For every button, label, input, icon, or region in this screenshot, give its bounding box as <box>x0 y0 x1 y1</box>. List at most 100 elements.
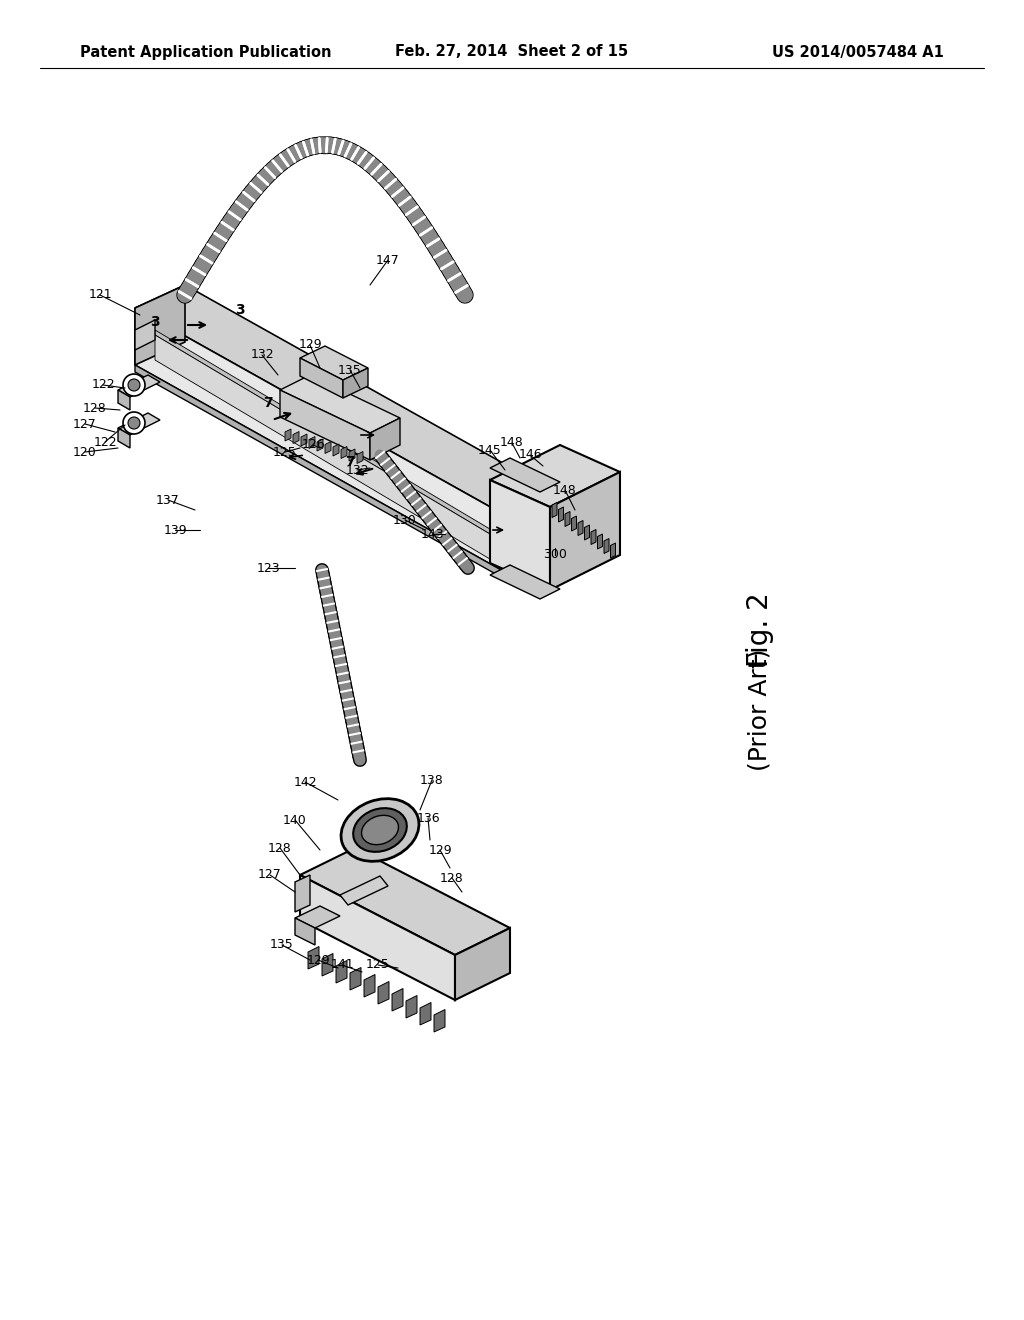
Text: 145: 145 <box>478 444 502 457</box>
Polygon shape <box>490 565 560 599</box>
Polygon shape <box>155 330 500 540</box>
Text: 126: 126 <box>301 438 325 451</box>
Text: 141: 141 <box>330 958 354 972</box>
Text: 128: 128 <box>440 871 464 884</box>
Text: 122: 122 <box>91 379 115 392</box>
Polygon shape <box>118 375 160 397</box>
Text: 122: 122 <box>93 436 117 449</box>
Text: 3: 3 <box>236 304 245 317</box>
Text: 132: 132 <box>250 348 273 362</box>
Text: Fig. 2: Fig. 2 <box>746 593 774 668</box>
Polygon shape <box>155 335 500 565</box>
Polygon shape <box>308 946 319 969</box>
Polygon shape <box>333 444 339 455</box>
Text: 120: 120 <box>73 446 97 458</box>
Polygon shape <box>300 358 343 399</box>
Text: 128: 128 <box>268 842 292 854</box>
Ellipse shape <box>123 412 145 434</box>
Polygon shape <box>135 319 155 350</box>
Text: 132: 132 <box>345 463 369 477</box>
Polygon shape <box>295 875 310 912</box>
Text: US 2014/0057484 A1: US 2014/0057484 A1 <box>772 45 944 59</box>
Polygon shape <box>285 429 291 441</box>
Text: 7: 7 <box>263 396 272 411</box>
Polygon shape <box>378 982 389 1005</box>
Polygon shape <box>293 432 299 444</box>
Text: 135: 135 <box>338 363 361 376</box>
Ellipse shape <box>341 799 419 862</box>
Polygon shape <box>349 449 355 461</box>
Polygon shape <box>434 1010 445 1032</box>
Polygon shape <box>317 440 323 451</box>
Text: 139: 139 <box>163 524 186 536</box>
Text: (Prior Art): (Prior Art) <box>748 649 772 771</box>
Polygon shape <box>340 876 388 906</box>
Polygon shape <box>357 451 362 463</box>
Text: 3: 3 <box>151 315 160 329</box>
Polygon shape <box>322 953 333 975</box>
Text: Feb. 27, 2014  Sheet 2 of 15: Feb. 27, 2014 Sheet 2 of 15 <box>395 45 629 59</box>
Text: Patent Application Publication: Patent Application Publication <box>80 45 332 59</box>
Text: 129: 129 <box>306 953 330 966</box>
Text: 138: 138 <box>420 774 443 787</box>
Polygon shape <box>610 543 615 558</box>
Polygon shape <box>350 968 361 990</box>
Text: 300: 300 <box>543 549 567 561</box>
Text: 135: 135 <box>270 939 294 952</box>
Polygon shape <box>295 906 340 928</box>
Polygon shape <box>300 875 455 1001</box>
Text: 129: 129 <box>428 843 452 857</box>
Text: 140: 140 <box>283 813 307 826</box>
Polygon shape <box>309 437 315 449</box>
Ellipse shape <box>353 808 407 851</box>
Polygon shape <box>295 917 315 945</box>
Ellipse shape <box>123 374 145 396</box>
Text: 143: 143 <box>420 528 443 540</box>
Polygon shape <box>490 445 620 507</box>
Polygon shape <box>300 847 510 954</box>
Text: 121: 121 <box>88 289 112 301</box>
Polygon shape <box>420 1002 431 1026</box>
Polygon shape <box>455 928 510 1001</box>
Polygon shape <box>343 368 368 399</box>
Polygon shape <box>558 507 563 521</box>
Ellipse shape <box>128 417 140 429</box>
Polygon shape <box>604 539 609 553</box>
Text: 123: 123 <box>256 561 280 574</box>
Polygon shape <box>490 480 550 590</box>
Text: 148: 148 <box>500 437 524 450</box>
Polygon shape <box>490 458 560 492</box>
Polygon shape <box>550 473 620 590</box>
Polygon shape <box>341 446 347 458</box>
Text: 146: 146 <box>518 449 542 462</box>
Polygon shape <box>591 529 596 544</box>
Text: 137: 137 <box>156 494 180 507</box>
Polygon shape <box>597 535 602 549</box>
Text: 142: 142 <box>293 776 316 788</box>
Text: 7: 7 <box>345 455 354 469</box>
Polygon shape <box>118 389 130 411</box>
Polygon shape <box>301 434 307 446</box>
Polygon shape <box>578 520 583 536</box>
Text: 128: 128 <box>83 401 106 414</box>
Polygon shape <box>552 503 557 517</box>
Text: 148: 148 <box>553 483 577 496</box>
Text: 125: 125 <box>273 446 297 458</box>
Polygon shape <box>585 525 590 540</box>
Text: 127: 127 <box>258 869 282 882</box>
Polygon shape <box>280 389 370 459</box>
Text: 129: 129 <box>298 338 322 351</box>
Polygon shape <box>280 375 400 433</box>
Polygon shape <box>510 495 560 576</box>
Polygon shape <box>370 418 400 459</box>
Polygon shape <box>336 961 347 983</box>
Polygon shape <box>325 441 331 454</box>
Polygon shape <box>392 989 403 1011</box>
Polygon shape <box>135 285 185 366</box>
Ellipse shape <box>361 816 398 845</box>
Text: 127: 127 <box>73 417 97 430</box>
Text: 130: 130 <box>393 513 417 527</box>
Text: 147: 147 <box>376 253 400 267</box>
Polygon shape <box>135 308 510 576</box>
Polygon shape <box>364 974 375 997</box>
